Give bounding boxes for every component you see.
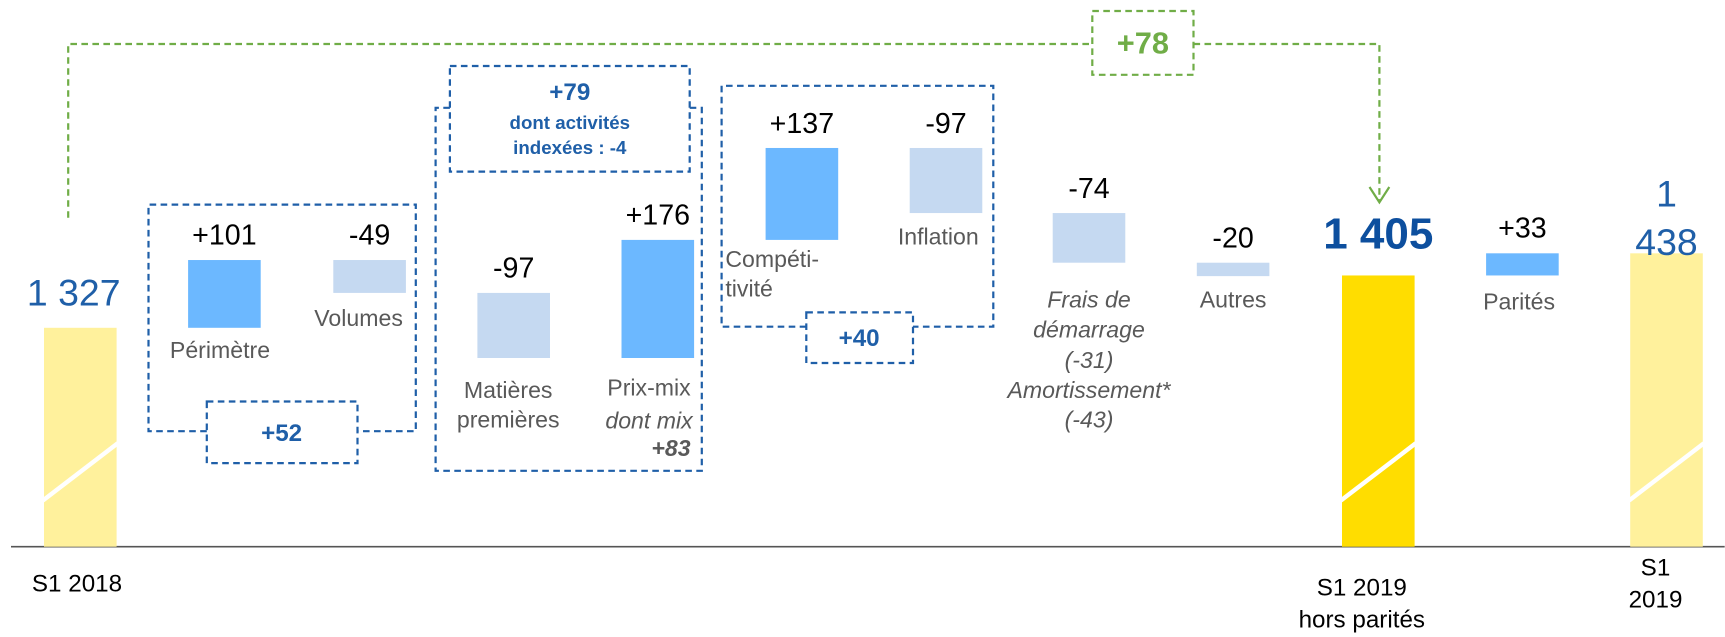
group-box (147, 203, 417, 433)
value-label: +33 (1498, 211, 1547, 245)
category-label: Périmètre (169, 338, 271, 364)
bar (44, 327, 117, 547)
value-label: 1 438 (1635, 173, 1698, 265)
bar (477, 292, 550, 358)
group-label-box (805, 311, 915, 365)
total-arrow (67, 9, 1381, 218)
value-label: +137 (769, 106, 835, 140)
value-label: -74 (1068, 171, 1110, 205)
bar (1196, 262, 1270, 277)
category-label: Matières premières (456, 378, 560, 434)
group-label: +52 (261, 418, 303, 447)
category-label: S1 2018 (31, 569, 123, 597)
annotation: dont mix (605, 408, 693, 434)
value-label: -97 (493, 251, 535, 285)
bar (333, 260, 406, 293)
value-label: 1 405 (1323, 210, 1434, 259)
bar (765, 147, 839, 240)
group-label-box (205, 400, 359, 465)
category-label: Compéti- tivité (725, 247, 820, 303)
value-label: 1 327 (26, 272, 121, 315)
category-label: S1 2019 (1628, 553, 1683, 613)
category-label: Autres (1199, 287, 1267, 313)
bar (1630, 253, 1703, 547)
axis-break (41, 441, 120, 503)
category-label: Parités (1483, 289, 1556, 315)
axis-break (1627, 441, 1706, 503)
category-label: Prix-mix (607, 375, 691, 401)
category-label: S1 2019 hors parités (1298, 573, 1426, 633)
category-label: Frais de démarrage (-31) Amortissement* … (1007, 287, 1171, 434)
value-label: -20 (1212, 221, 1254, 255)
axis-break (1339, 441, 1418, 503)
annotation: +83 (651, 435, 691, 462)
value-label: +101 (192, 218, 257, 252)
arrow-line (67, 42, 1381, 218)
bar (909, 147, 983, 214)
arrow-label-box (1091, 9, 1195, 76)
group-label: +79 (549, 77, 591, 106)
category-label: Volumes (314, 306, 403, 332)
group-label-box (448, 64, 691, 173)
category-label: Inflation (897, 224, 979, 251)
bar (1486, 253, 1559, 276)
group-box (720, 84, 995, 328)
value-label: -49 (348, 218, 391, 252)
group-note: dont activités indexées : -4 (509, 112, 631, 159)
value-label: +176 (625, 198, 691, 232)
group-label: +40 (838, 324, 880, 352)
arrow-head (1368, 186, 1391, 205)
bar (188, 260, 261, 328)
bar (621, 239, 695, 358)
arrow-label: +78 (1116, 26, 1170, 61)
value-label: -97 (925, 106, 967, 140)
group-boxes (147, 64, 995, 472)
group-box (434, 106, 703, 472)
bar (1342, 275, 1415, 547)
bar (1052, 213, 1126, 263)
